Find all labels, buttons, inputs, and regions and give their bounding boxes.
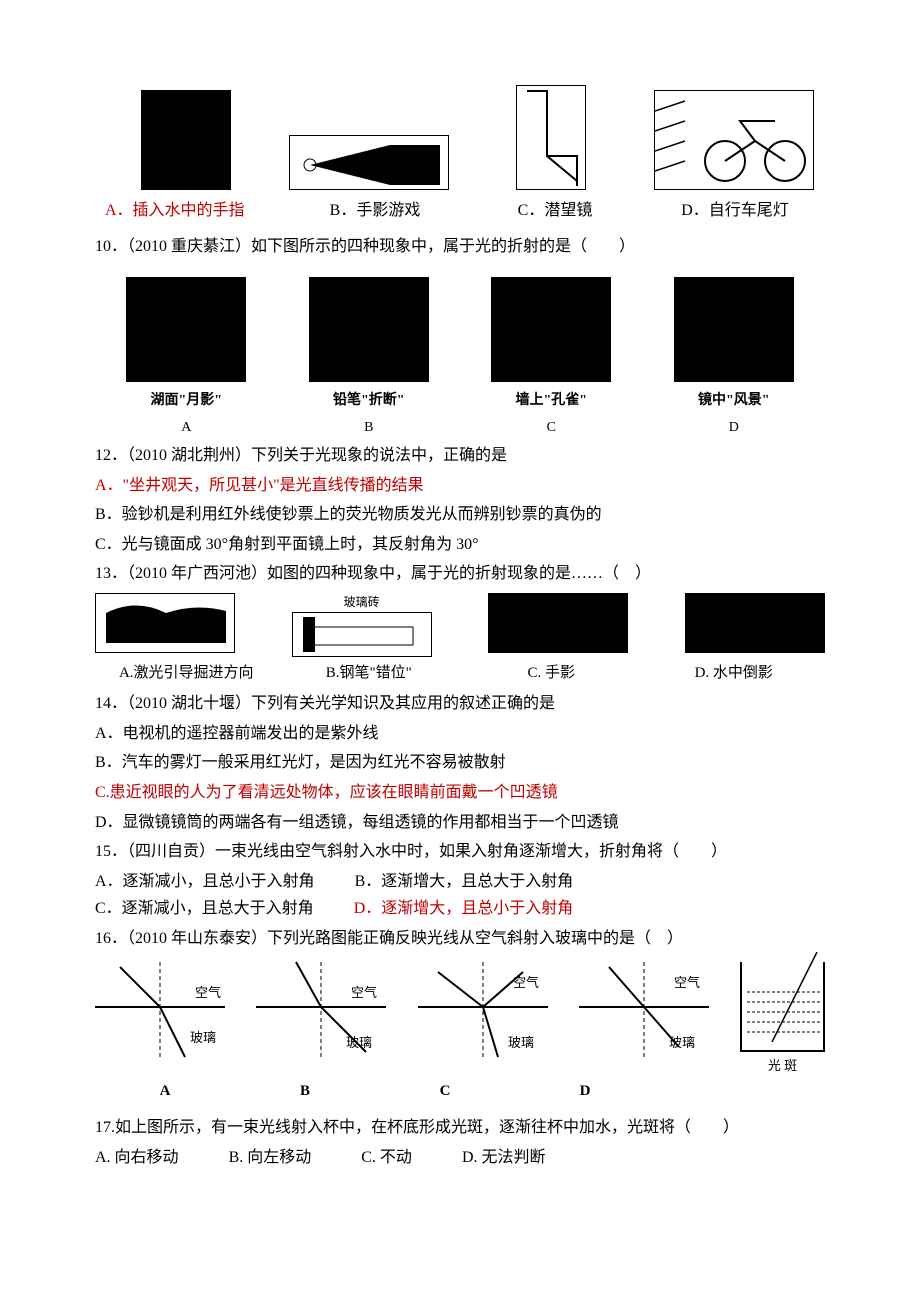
q16-text: 16．（2010 年山东泰安）下列光路图能正确反映光线从空气斜射入玻璃中的是（ … — [95, 926, 825, 952]
q15-opt-d: D．逐渐增大，且总小于入射角 — [354, 896, 574, 922]
q16-lbl-c: C — [375, 1079, 515, 1103]
q10-lbl-a: A — [95, 417, 278, 439]
q13-text: 13．（2010 年广西河池）如图的四种现象中，属于光的折射现象的是……（ ） — [95, 561, 825, 587]
q17-opt-d: D. 无法判断 — [462, 1145, 546, 1171]
q10-lbl-d: D — [643, 417, 826, 439]
q16-fig-a: 空气 玻璃 — [95, 957, 225, 1071]
q15-text: 15．（四川自贡）一束光线由空气斜射入水中时，如果入射角逐渐增大，折射角将（ ） — [95, 839, 825, 865]
q9-figures — [95, 85, 825, 190]
q16-labels: A B C D — [95, 1079, 655, 1103]
q10-figures — [95, 277, 825, 382]
q10-cap-a: 湖面"月影" — [95, 390, 278, 412]
svg-text:玻璃: 玻璃 — [669, 1035, 695, 1050]
q10-fig-d — [643, 277, 826, 382]
q12-text: 12．（2010 湖北荆州）下列关于光现象的说法中，正确的是 — [95, 443, 825, 469]
svg-text:玻璃: 玻璃 — [508, 1035, 534, 1050]
q14-opt-a: A．电视机的遥控器前端发出的是紫外线 — [95, 721, 825, 747]
q10-text: 10．（2010 重庆綦江）如下图所示的四种现象中，属于光的折射的是（ ） — [95, 234, 825, 260]
q16-figures: 空气 玻璃 空气 玻璃 空气 玻璃 空气 — [95, 957, 825, 1077]
q9-opt-d: D．自行车尾灯 — [645, 198, 825, 224]
q10-fig-c — [460, 277, 643, 382]
q17-text: 17.如上图所示，有一束光线射入杯中，在杯底形成光斑，逐渐往杯中加水，光斑将（ … — [95, 1115, 825, 1141]
q15-opt-c: C．逐渐减小，且总大于入射角 — [95, 896, 314, 922]
q13-cap-a: A.激光引导掘进方向 — [95, 661, 278, 685]
q12-opt-a: A．"坐井观天，所见甚小"是光直线传播的结果 — [95, 473, 825, 499]
q13-fig-a — [95, 593, 235, 653]
q17-options: A. 向右移动 B. 向左移动 C. 不动 D. 无法判断 — [95, 1145, 825, 1171]
q15-opt-a: A．逐渐减小，且总小于入射角 — [95, 869, 315, 895]
q10-captions: 湖面"月影" 铅笔"折断" 墙上"孔雀" 镜中"风景" — [95, 390, 825, 412]
q15-options-row2: C．逐渐减小，且总大于入射角 D．逐渐增大，且总小于入射角 — [95, 896, 825, 922]
q13-captions: A.激光引导掘进方向 B.钢笔"错位" C. 手影 D. 水中倒影 — [95, 661, 825, 685]
q15-options-row1: A．逐渐减小，且总小于入射角 B．逐渐增大，且总大于入射角 — [95, 869, 825, 895]
q16-cup-figure: 光 斑 — [740, 957, 825, 1077]
svg-text:空气: 空气 — [195, 985, 221, 1000]
q10-cap-c: 墙上"孔雀" — [460, 390, 643, 412]
q9-fig-b — [278, 135, 461, 190]
q17-opt-a: A. 向右移动 — [95, 1145, 179, 1171]
svg-text:空气: 空气 — [674, 975, 700, 990]
q17-opt-c: C. 不动 — [361, 1145, 412, 1171]
svg-text:空气: 空气 — [351, 985, 377, 1000]
svg-text:玻璃: 玻璃 — [190, 1030, 216, 1045]
q13-figures: 玻璃砖 — [95, 593, 825, 657]
q12-opt-c: C．光与镜面成 30°角射到平面镜上时，其反射角为 30° — [95, 532, 825, 558]
q10-cap-d: 镜中"风景" — [643, 390, 826, 412]
q16-fig-b: 空气 玻璃 — [256, 957, 386, 1071]
q13-fig-d — [685, 593, 825, 653]
q10-lbl-c: C — [460, 417, 643, 439]
guang-ban-label: 光 斑 — [740, 1056, 825, 1077]
q10-fig-b — [278, 277, 461, 382]
q9-opt-b: B．手影游戏 — [285, 198, 465, 224]
q16-fig-c: 空气 玻璃 — [418, 957, 548, 1071]
q14-opt-d: D．显微镜镜筒的两端各有一组透镜，每组透镜的作用都相当于一个凹透镜 — [95, 810, 825, 836]
q14-opt-b: B．汽车的雾灯一般采用红光灯，是因为红光不容易被散射 — [95, 750, 825, 776]
svg-text:玻璃: 玻璃 — [346, 1035, 372, 1050]
q10-lbl-b: B — [278, 417, 461, 439]
q10-fig-a — [95, 277, 278, 382]
q9-opt-a: A．插入水中的手指 — [95, 198, 285, 224]
q16-lbl-d: D — [515, 1079, 655, 1103]
q13-fig-b: 玻璃砖 — [292, 593, 432, 657]
svg-text:空气: 空气 — [513, 975, 539, 990]
q9-fig-a — [95, 90, 278, 190]
q16-lbl-b: B — [235, 1079, 375, 1103]
q9-captions: A．插入水中的手指 B．手影游戏 C．潜望镜 D．自行车尾灯 — [95, 198, 825, 224]
q13-fig-c — [488, 593, 628, 653]
q13-cap-d: D. 水中倒影 — [643, 661, 826, 685]
q16-fig-d: 空气 玻璃 — [579, 957, 709, 1071]
q13-cap-c: C. 手影 — [460, 661, 643, 685]
q9-fig-c — [460, 85, 643, 190]
q10-cap-b: 铅笔"折断" — [278, 390, 461, 412]
q10-letters: A B C D — [95, 417, 825, 439]
q14-opt-c: C.患近视眼的人为了看清远处物体，应该在眼睛前面戴一个凹透镜 — [95, 780, 825, 806]
q13-cap-b: B.钢笔"错位" — [278, 661, 461, 685]
q9-fig-d — [643, 90, 826, 190]
q12-opt-b: B．验钞机是利用红外线使钞票上的荧光物质发光从而辨别钞票的真伪的 — [95, 502, 825, 528]
q14-text: 14．（2010 湖北十堰）下列有关光学知识及其应用的叙述正确的是 — [95, 691, 825, 717]
q9-opt-c: C．潜望镜 — [465, 198, 645, 224]
q17-opt-b: B. 向左移动 — [229, 1145, 312, 1171]
q16-lbl-a: A — [95, 1079, 235, 1103]
q15-opt-b: B．逐渐增大，且总大于入射角 — [355, 869, 574, 895]
